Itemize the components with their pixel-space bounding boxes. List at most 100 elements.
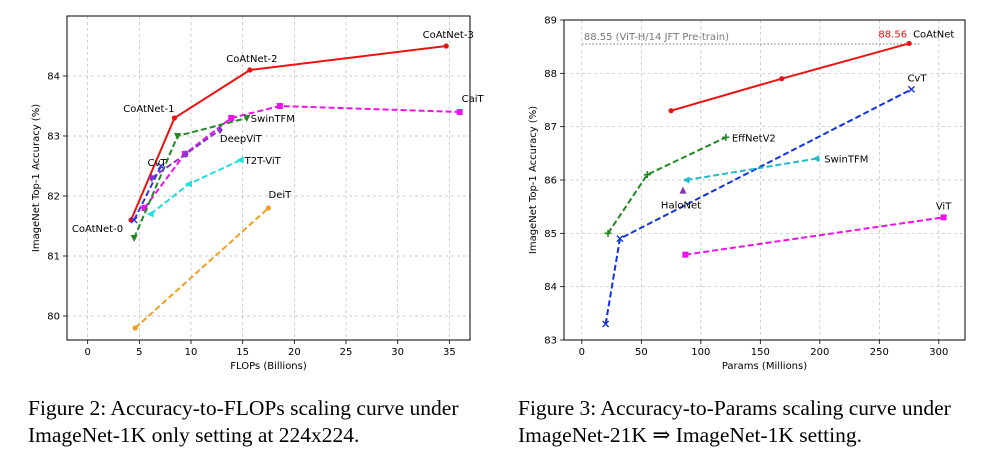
data-point-coatnet: [247, 67, 253, 73]
figure-2-caption: Figure 2: Accuracy-to-FLOPs scaling curv…: [28, 396, 459, 447]
value-label-coatnet: 88.56: [878, 29, 907, 40]
data-point-effnetv2: [604, 229, 612, 237]
series-line-swintfm: [686, 157, 817, 181]
data-point-cait: [228, 115, 235, 121]
y-tick-label: 83: [47, 132, 60, 143]
data-point-coatnet: [443, 43, 449, 49]
x-tick-label: 200: [810, 347, 829, 358]
x-axis-label: Params (Millions): [722, 361, 807, 372]
data-point-deit: [265, 205, 272, 211]
series-swintfm: SwinTFM: [130, 114, 295, 242]
series-t2t-vit: T2T-ViT: [146, 156, 282, 218]
series-line-deit: [134, 207, 270, 329]
series-cvt: CvT: [130, 158, 168, 224]
data-point-effnetv2: [722, 133, 730, 141]
series-cvt: CvT: [602, 73, 927, 328]
data-point-deepvit: [182, 150, 189, 158]
series-label-swintfm: SwinTFM: [824, 155, 868, 166]
data-point-coatnet: [668, 108, 674, 114]
data-point-cvt: [130, 216, 138, 224]
series-line-coatnet: [130, 45, 447, 221]
series-label-effnetv2: EffNetV2: [732, 133, 776, 144]
data-point-vit: [682, 251, 689, 258]
y-tick-label: 84: [47, 72, 60, 83]
plot-frame: [66, 15, 471, 341]
y-axis-label: ImageNet Top-1 Accuracy (%): [31, 104, 42, 252]
point-label-coatnet-2: CoAtNet-2: [226, 54, 277, 65]
point-label-coatnet-1: CoAtNet-1: [123, 104, 174, 115]
y-tick-label: 89: [544, 16, 557, 27]
x-tick-label: 5: [136, 347, 142, 358]
x-axis-label: FLOPs (Billions): [230, 361, 307, 372]
data-point-deepvit: [148, 174, 155, 182]
series-label-cvt: CvT: [907, 73, 927, 84]
x-tick-label: 0: [84, 347, 90, 358]
data-point-swintfm: [243, 115, 251, 122]
data-point-cait: [141, 205, 148, 211]
x-tick-label: 100: [691, 347, 710, 358]
data-point-deepvit: [216, 126, 223, 134]
series-line-cvt: [133, 165, 162, 221]
x-tick-label: 150: [751, 347, 770, 358]
data-point-deit: [132, 325, 138, 331]
series-line-effnetv2: [607, 136, 727, 234]
x-tick-label: 25: [340, 347, 353, 358]
x-tick-label: 250: [870, 347, 889, 358]
series-label-deit: DeiT: [269, 190, 293, 201]
series-line-coatnet: [670, 42, 910, 112]
series-label-coatnet: CoAtNet: [913, 29, 954, 40]
data-point-cvt: [157, 162, 165, 170]
point-label-coatnet-0: CoAtNet-0: [72, 224, 123, 235]
series-halonet: HaloNet: [661, 186, 701, 212]
x-tick-label: 20: [288, 347, 301, 358]
y-tick-label: 87: [544, 122, 557, 133]
x-tick-label: 35: [443, 347, 456, 358]
data-point-swintfm: [174, 133, 182, 140]
chart-2: 0 50 100 150 200 250 300 83 84 85 86 87 88 89 Params (…: [528, 16, 966, 372]
x-tick-label: 50: [635, 347, 648, 358]
x-tick-label: 10: [185, 347, 198, 358]
series-deit: DeiT: [132, 190, 293, 331]
series-label-halonet: HaloNet: [661, 201, 701, 212]
data-point-cvt: [602, 320, 610, 328]
series-label-cait: CaiT: [462, 94, 485, 105]
series-deepvit: DeepViT: [148, 126, 263, 182]
series-line-cait: [143, 104, 460, 209]
y-tick-label: 84: [544, 282, 557, 293]
data-point-coatnet: [171, 115, 178, 121]
y-tick-label: 80: [47, 312, 60, 323]
series-line-vit: [685, 216, 944, 256]
y-tick-label: 81: [47, 252, 60, 263]
series-line-cvt: [604, 88, 912, 325]
y-tick-label: 82: [47, 192, 60, 203]
series-label-cvt: CvT: [148, 158, 168, 169]
y-tick-label: 88: [544, 69, 557, 80]
series-label-swintfm: SwinTFM: [251, 114, 295, 125]
x-tick-label: 300: [929, 347, 948, 358]
data-point-t2t-vit: [236, 156, 244, 164]
series-cait: CaiT: [141, 94, 485, 211]
series-label-vit: ViT: [936, 201, 952, 212]
data-point-swintfm: [682, 176, 690, 184]
x-tick-label: 30: [391, 347, 404, 358]
y-tick-label: 86: [544, 176, 557, 187]
data-point-t2t-vit: [146, 210, 154, 218]
series-vit: ViT: [682, 201, 952, 258]
data-point-swintfm: [812, 155, 820, 163]
series-coatnet: CoAtNet-0 CoAtNet-1 CoAtNet-2 CoAtNet-3: [72, 30, 474, 235]
data-point-halonet: [679, 186, 687, 194]
x-tick-label: 15: [236, 347, 249, 358]
series-swintfm: SwinTFM: [682, 155, 868, 184]
y-tick-label: 85: [544, 229, 557, 240]
data-point-coatnet: [779, 76, 785, 82]
data-point-cait: [276, 103, 283, 109]
data-point-cvt: [907, 85, 915, 93]
x-tick-label: 0: [579, 347, 585, 358]
series-effnetv2: EffNetV2: [604, 133, 776, 237]
series-label-deepvit: DeepViT: [220, 134, 263, 145]
y-axis-label: ImageNet Top-1 Accuracy (%): [528, 106, 539, 254]
y-tick-label: 83: [544, 336, 557, 347]
data-point-effnetv2: [643, 171, 651, 179]
data-point-coatnet: [906, 40, 912, 47]
